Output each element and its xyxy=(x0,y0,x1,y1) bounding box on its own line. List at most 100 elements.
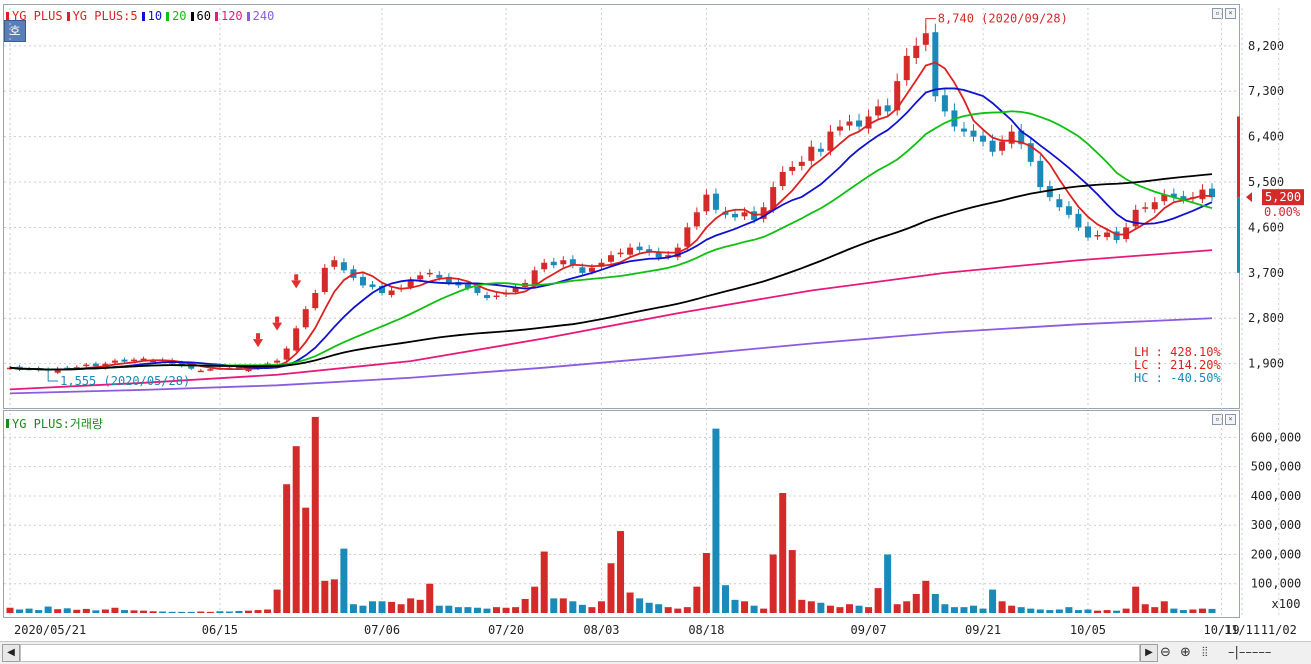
price-tick-label-3: 5,500 xyxy=(1248,175,1284,189)
candle-body-84 xyxy=(808,146,815,161)
bar-spacing-icon[interactable]: ⦙⦙ xyxy=(1202,645,1208,660)
volume-bar-44 xyxy=(426,583,434,613)
ma-line-5 xyxy=(9,61,1213,371)
volume-bar-61 xyxy=(588,607,596,613)
zoom-out-icon[interactable]: ⊖ xyxy=(1160,645,1171,660)
pane-close-button[interactable]: × xyxy=(1225,8,1236,19)
volume-bar-48 xyxy=(464,607,472,613)
volume-bar-36 xyxy=(349,604,357,613)
volume-bar-9 xyxy=(92,610,100,613)
scroll-left-button[interactable]: ◀ xyxy=(2,644,20,662)
volume-bar-66 xyxy=(636,598,644,613)
volume-bar-24 xyxy=(235,610,243,613)
min-label: 1,555 (2020/05/28) xyxy=(60,374,190,388)
volume-bar-59 xyxy=(569,601,577,613)
candle-body-109 xyxy=(1046,186,1053,198)
volume-bar-18 xyxy=(178,611,186,613)
candle-body-28 xyxy=(274,360,281,363)
candle-body-19 xyxy=(188,365,195,369)
candle-body-80 xyxy=(770,187,777,210)
candle-body-71 xyxy=(684,227,691,247)
volume-bar-51 xyxy=(493,607,501,613)
volume-bar-106 xyxy=(1017,607,1025,613)
volume-bar-8 xyxy=(82,608,90,613)
zoom-slider-icon[interactable]: –|––––– xyxy=(1228,645,1272,660)
candle-body-53 xyxy=(512,287,519,293)
volume-bar-73 xyxy=(702,553,710,613)
candle-body-90 xyxy=(865,116,872,129)
volume-bar-31 xyxy=(302,507,310,613)
candle-body-98 xyxy=(941,95,948,112)
volume-bar-40 xyxy=(388,601,396,613)
candle-body-13 xyxy=(131,359,138,362)
candle-body-25 xyxy=(245,369,252,372)
scroll-right-button[interactable]: ▶ xyxy=(1140,644,1158,662)
candle-body-125 xyxy=(1199,189,1206,200)
scroll-track[interactable] xyxy=(20,644,1140,662)
volume-bar-119 xyxy=(1141,604,1149,613)
candle-body-76 xyxy=(732,213,739,218)
volume-bar-53 xyxy=(512,607,520,613)
volume-bar-91 xyxy=(874,588,882,613)
volume-bar-81 xyxy=(779,493,787,613)
candle-body-14 xyxy=(140,358,147,361)
volume-bar-105 xyxy=(1008,605,1016,613)
chart-scrollbar[interactable]: ◀ ▶ ⊖ ⊕ ⦙⦙ –|––––– xyxy=(0,641,1311,664)
price-tick-label-4: 4,600 xyxy=(1248,220,1284,234)
candle-body-31 xyxy=(302,309,309,328)
current-price-box xyxy=(1262,189,1304,206)
volume-bar-35 xyxy=(340,548,348,613)
candle-body-51 xyxy=(493,295,500,298)
candle-body-122 xyxy=(1170,193,1177,198)
candle-body-6 xyxy=(64,367,71,370)
legend-marker-5 xyxy=(214,11,218,21)
candle-body-58 xyxy=(560,260,567,265)
volume-bar-64 xyxy=(617,531,625,613)
candle-body-30 xyxy=(293,328,300,351)
signal-arrow-1 xyxy=(272,322,283,331)
signal-arrow-0 xyxy=(253,339,264,348)
candle-body-34 xyxy=(331,260,338,267)
x-tick-label-7: 09/21 xyxy=(965,623,1001,637)
candle-body-50 xyxy=(483,295,490,299)
volume-bar-55 xyxy=(531,586,539,613)
volume-bar-108 xyxy=(1036,609,1044,613)
volume-bar-43 xyxy=(416,599,424,613)
candle-body-126 xyxy=(1209,188,1215,198)
zoom-in-icon[interactable]: ⊕ xyxy=(1180,645,1191,660)
volume-bar-15 xyxy=(149,611,157,613)
volume-bar-6 xyxy=(63,608,71,613)
volume-bar-72 xyxy=(693,586,701,613)
volume-legend-label: YG PLUS:거래량 xyxy=(12,417,103,431)
pane-maximize-button[interactable]: ▫ xyxy=(1212,8,1223,19)
legend-marker-3 xyxy=(166,11,170,21)
candle-body-94 xyxy=(903,55,910,81)
volume-pane-close-button[interactable]: × xyxy=(1225,414,1236,425)
candle-body-82 xyxy=(789,166,796,171)
price-tick-label-2: 6,400 xyxy=(1248,130,1284,144)
volume-bar-32 xyxy=(311,416,319,613)
volume-bar-117 xyxy=(1122,608,1130,613)
volume-bar-21 xyxy=(206,611,214,613)
ho-badge[interactable]: 호 xyxy=(4,20,26,42)
volume-bar-50 xyxy=(483,608,491,613)
candle-body-83 xyxy=(798,161,805,166)
candle-body-91 xyxy=(875,106,882,116)
ma-line-60 xyxy=(9,173,1213,371)
volume-bar-20 xyxy=(197,611,205,613)
candle-body-86 xyxy=(827,131,834,151)
legend-label-2: 10 xyxy=(147,9,163,23)
volume-bar-68 xyxy=(655,604,663,613)
volume-bar-2 xyxy=(25,608,33,613)
volume-bar-23 xyxy=(225,611,233,613)
volume-pane-maximize-button[interactable]: ▫ xyxy=(1212,414,1223,425)
volume-bar-70 xyxy=(674,608,682,613)
volume-bar-123 xyxy=(1179,610,1187,613)
candle-body-95 xyxy=(913,45,920,58)
volume-bar-90 xyxy=(865,607,873,613)
volume-bar-121 xyxy=(1160,601,1168,613)
x-tick-label-0: 2020/05/21 xyxy=(14,623,86,637)
legend-marker-0 xyxy=(6,11,9,21)
price-tick-label-6: 2,800 xyxy=(1248,311,1284,325)
